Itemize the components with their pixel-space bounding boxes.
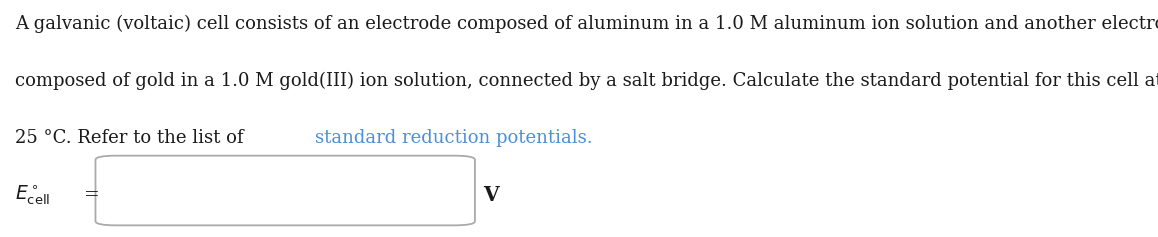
Text: composed of gold in a 1.0 M gold(III) ion solution, connected by a salt bridge. : composed of gold in a 1.0 M gold(III) io… [15, 72, 1158, 90]
FancyBboxPatch shape [95, 156, 475, 225]
Text: standard reduction potentials.: standard reduction potentials. [315, 129, 593, 147]
Text: =: = [85, 186, 100, 204]
Text: $E^\circ_\mathrm{cell}$: $E^\circ_\mathrm{cell}$ [15, 183, 50, 207]
Text: V: V [483, 185, 499, 205]
Text: 25 °C. Refer to the list of: 25 °C. Refer to the list of [15, 129, 249, 147]
Text: A galvanic (voltaic) cell consists of an electrode composed of aluminum in a 1.0: A galvanic (voltaic) cell consists of an… [15, 15, 1158, 33]
